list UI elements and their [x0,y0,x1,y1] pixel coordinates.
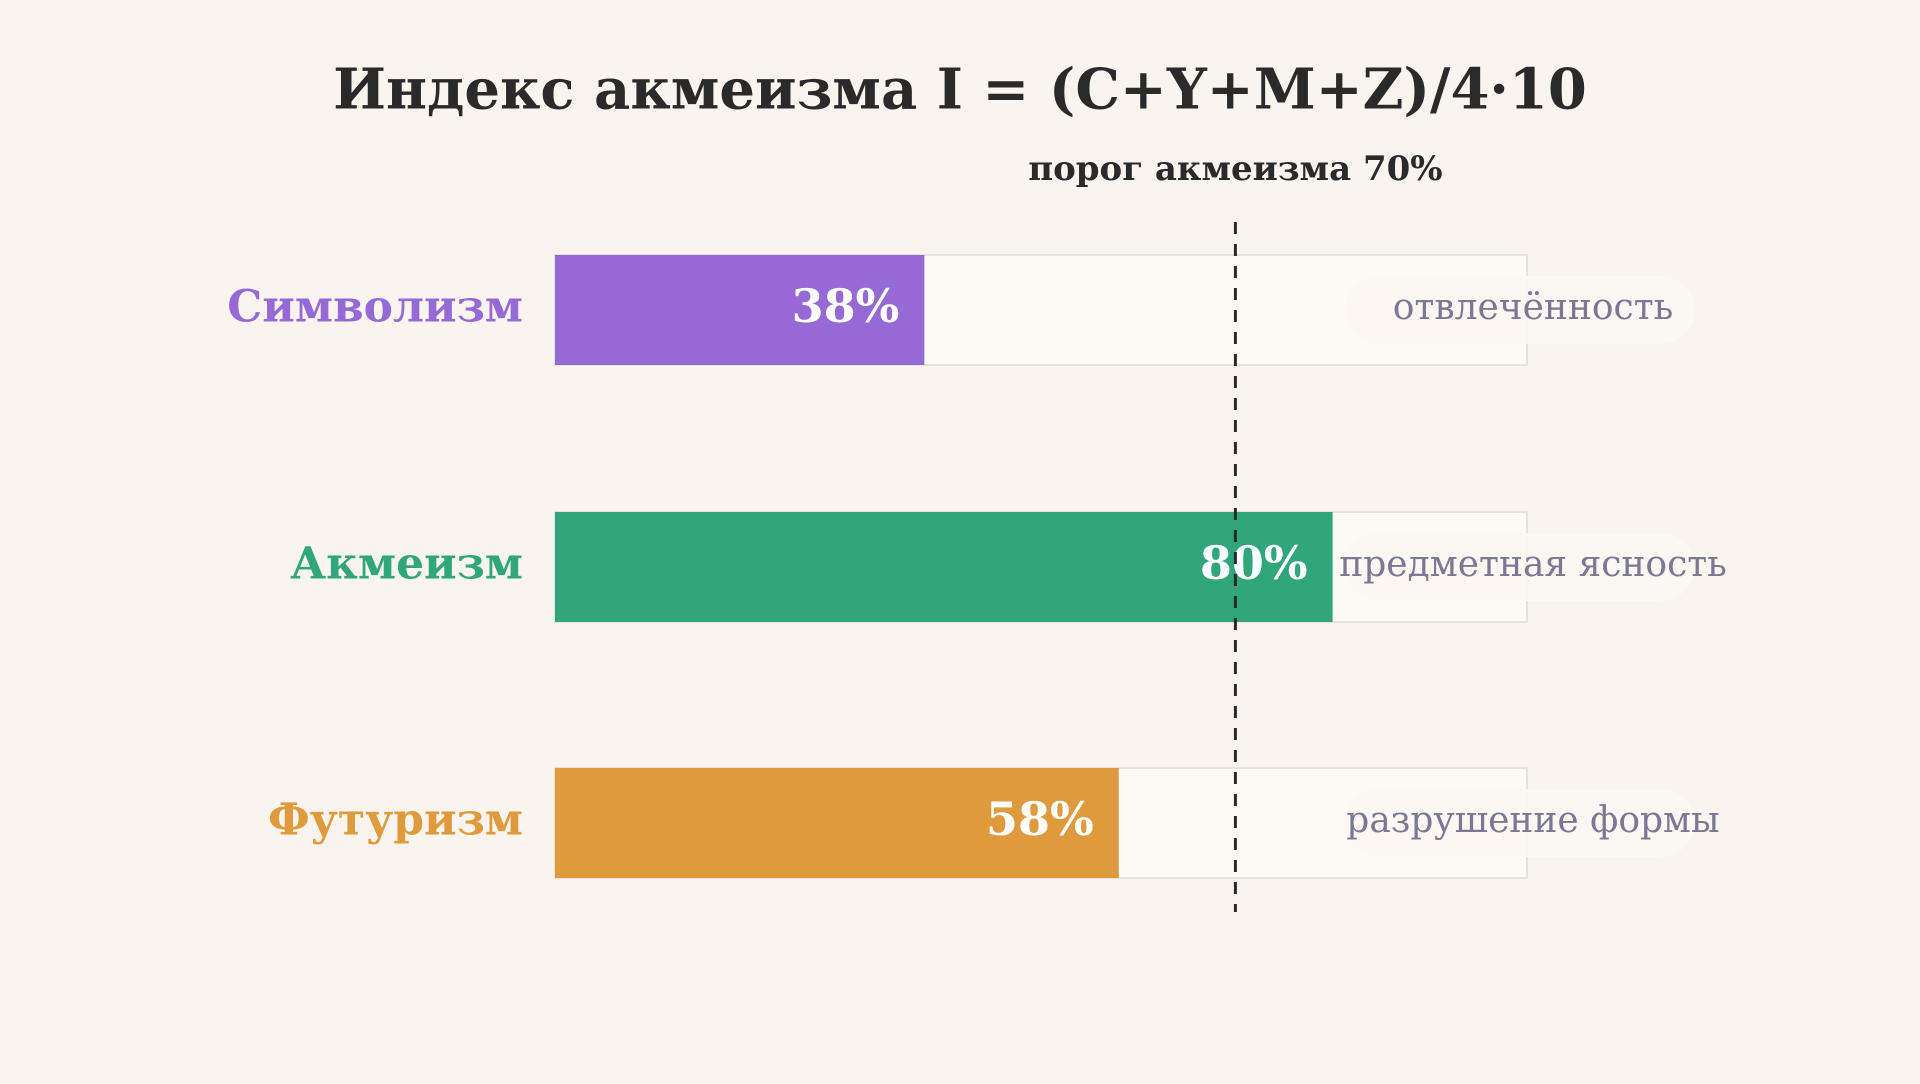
annotation-pill [1345,276,1695,344]
annotation: отвлечённость [1393,287,1673,328]
bar [555,768,1119,878]
category-label: Символизм [227,282,523,333]
value-label: 38% [792,279,900,333]
annotation: предметная ясность [1339,544,1727,585]
bar [555,512,1333,622]
annotation-pill [1345,789,1695,857]
bar [555,255,925,365]
category-label: Футуризм [268,795,523,846]
annotation-pill [1345,533,1695,601]
value-label: 80% [1200,536,1308,590]
chart-title: Индекс акмеизма I = (C+Y+M+Z)/4·10 [333,57,1587,123]
category-label: Акмеизм [290,539,523,590]
annotation: разрушение формы [1346,800,1719,841]
threshold-label: порог акмеизма 70% [1028,149,1442,189]
value-label: 58% [986,792,1094,846]
